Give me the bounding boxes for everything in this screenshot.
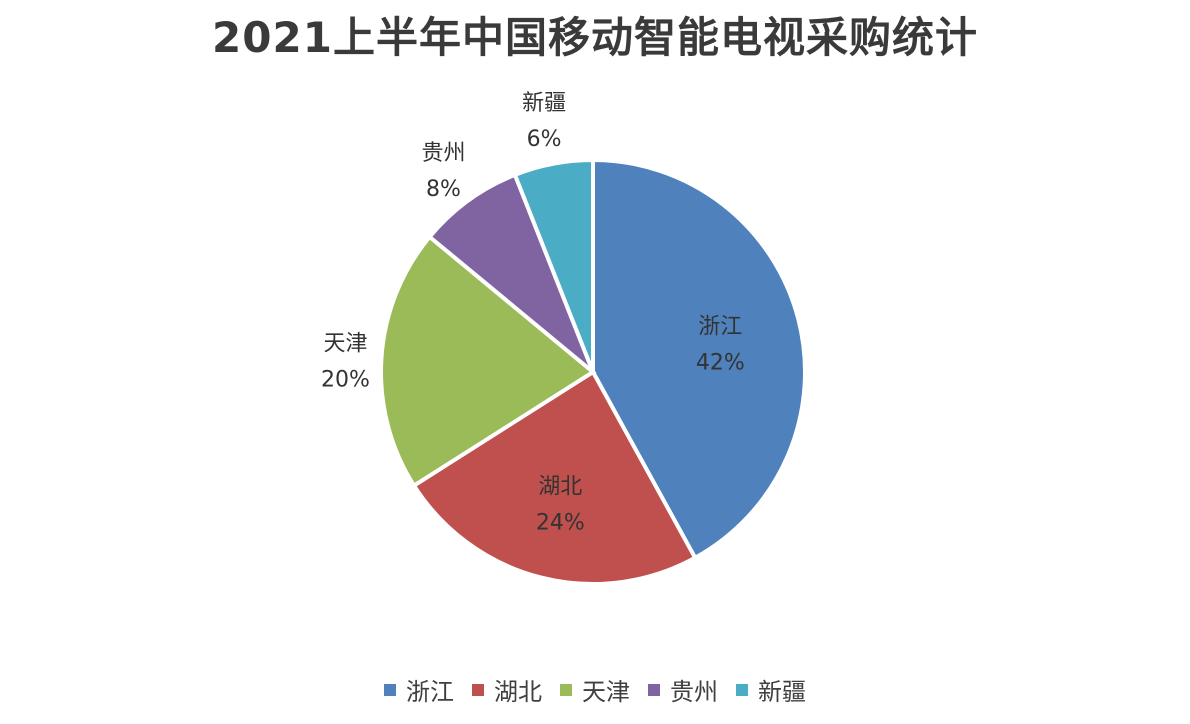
slice-label-name: 天津 <box>323 331 367 356</box>
slice-label-name: 贵州 <box>421 141 465 166</box>
legend-item: 浙江 <box>384 672 454 707</box>
slice-label-percent: 24% <box>536 510 585 535</box>
legend-swatch <box>560 683 572 696</box>
pie-slice-贵州 <box>426 172 595 374</box>
legend-label: 贵州 <box>670 678 718 706</box>
slice-label-name: 浙江 <box>698 314 742 339</box>
chart-title: 2021上半年中国移动智能电视采购统计 <box>212 13 978 62</box>
legend-swatch <box>736 683 748 696</box>
legend-swatch <box>472 683 484 696</box>
legend-item: 新疆 <box>736 672 806 707</box>
legend-item: 贵州 <box>648 672 718 707</box>
legend-label: 新疆 <box>758 678 806 706</box>
chart-legend: 浙江 湖北 天津 贵州 新疆 <box>0 672 1190 707</box>
legend-item: 天津 <box>560 672 630 707</box>
legend-item: 湖北 <box>472 672 542 707</box>
legend-label: 湖北 <box>494 678 542 706</box>
pie-slice-湖北 <box>411 369 698 586</box>
pie-slice-新疆 <box>512 157 595 373</box>
slice-label-percent: 8% <box>426 177 461 202</box>
slice-label-name: 湖北 <box>538 474 582 499</box>
slice-label-percent: 6% <box>527 127 562 152</box>
pie-slice-天津 <box>379 234 597 489</box>
legend-swatch <box>648 683 660 696</box>
pie-slice-浙江 <box>591 157 807 561</box>
slice-label-percent: 42% <box>696 350 745 375</box>
legend-label: 浙江 <box>406 678 454 706</box>
legend-swatch <box>384 683 396 696</box>
slice-label-percent: 20% <box>321 367 370 392</box>
slice-label-name: 新疆 <box>522 91 566 116</box>
legend-label: 天津 <box>582 678 630 706</box>
